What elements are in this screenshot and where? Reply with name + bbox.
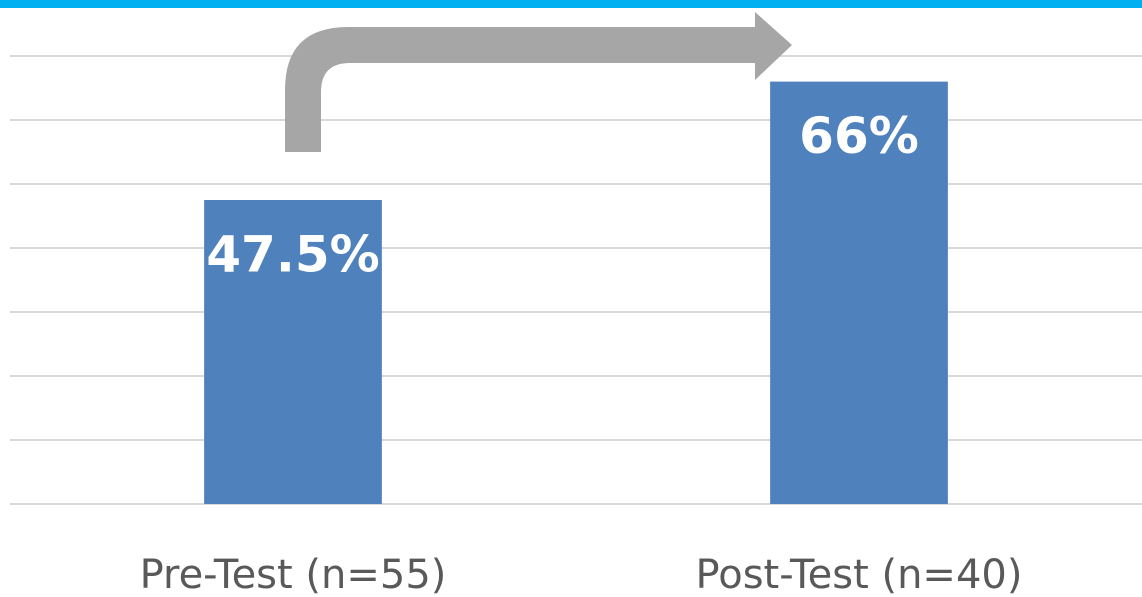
bar (204, 200, 382, 504)
arrow (285, 12, 792, 152)
top-rule (0, 0, 1142, 8)
x-tick-label: Post-Test (n=40) (696, 552, 1023, 597)
x-tick-label: Pre-Test (n=55) (140, 552, 447, 597)
value-label: 66% (799, 107, 919, 165)
value-label: 47.5% (206, 226, 379, 284)
bar (770, 81, 948, 504)
